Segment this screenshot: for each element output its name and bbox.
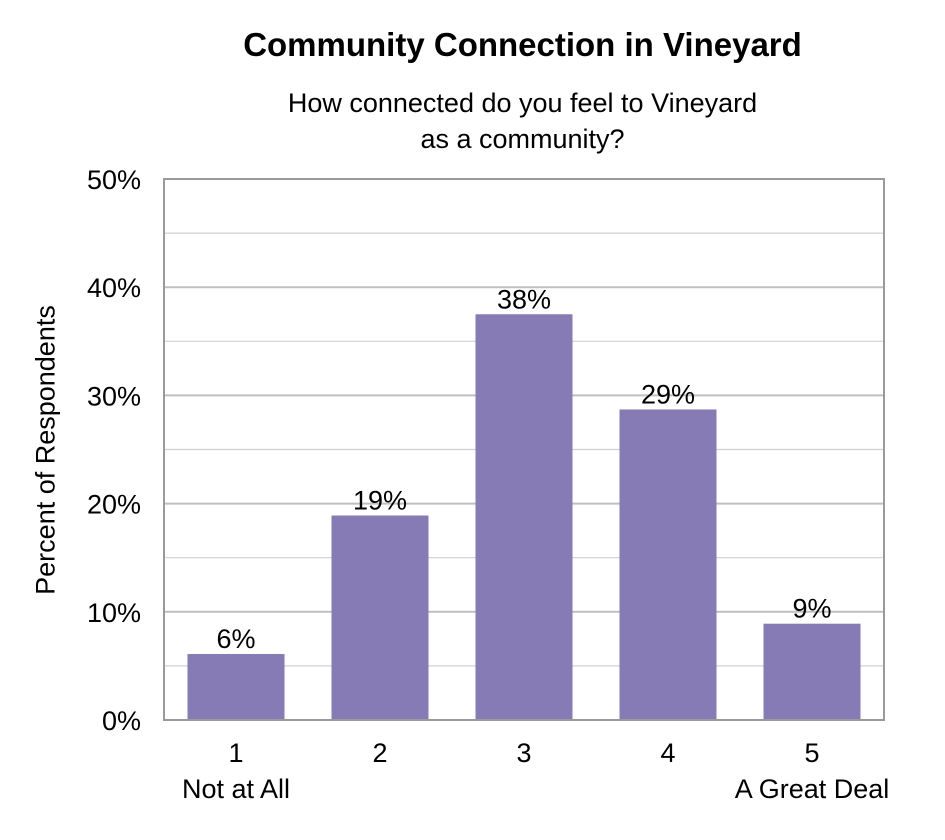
- x-tick-label: 5: [804, 738, 819, 768]
- y-tick-label: 0%: [102, 706, 141, 736]
- x-tick-sublabel: A Great Deal: [735, 774, 890, 804]
- plot-border: [163, 178, 885, 721]
- bar[interactable]: [763, 623, 861, 720]
- x-tick-label: 2: [372, 738, 387, 768]
- x-tick-label: 3: [516, 738, 531, 768]
- x-tick-label: 1: [228, 738, 243, 768]
- data-label: 38%: [497, 284, 551, 314]
- y-axis-label: Percent of Respondents: [30, 305, 61, 595]
- data-label: 6%: [216, 624, 255, 654]
- data-label: 29%: [641, 379, 695, 409]
- y-tick-label: 40%: [87, 273, 141, 303]
- data-label: 9%: [792, 594, 831, 624]
- bar[interactable]: [187, 653, 285, 720]
- chart-subtitle-line-1: How connected do you feel to Vineyard: [287, 88, 758, 118]
- y-tick-label: 30%: [87, 381, 141, 411]
- chart-title: Community Connection in Vineyard: [243, 26, 802, 63]
- bar[interactable]: [331, 515, 429, 720]
- bar[interactable]: [475, 314, 573, 720]
- x-tick-sublabel: Not at All: [182, 774, 290, 804]
- data-label: 19%: [353, 486, 407, 516]
- y-tick-label: 50%: [87, 165, 141, 195]
- y-tick-label: 20%: [87, 490, 141, 520]
- x-tick-label: 4: [660, 738, 675, 768]
- y-tick-label: 10%: [87, 598, 141, 628]
- bar[interactable]: [619, 409, 717, 720]
- chart-subtitle-line-2: as a community?: [420, 124, 625, 154]
